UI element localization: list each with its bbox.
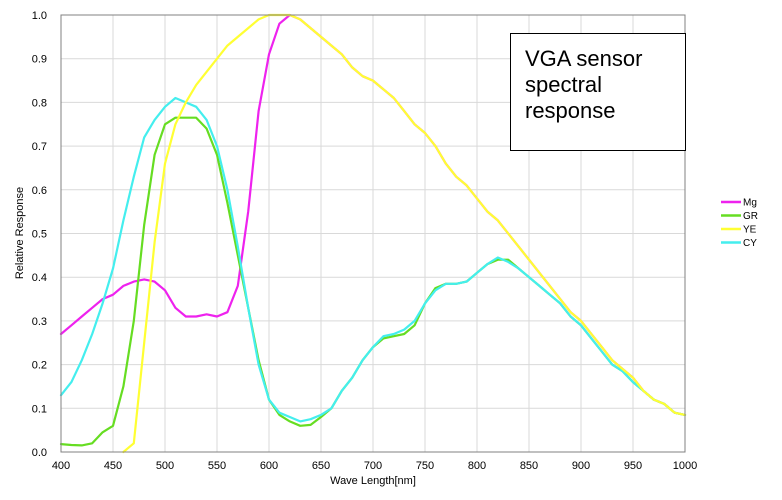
y-tick-label: 0.5	[32, 229, 47, 241]
y-tick-label: 0.6	[32, 185, 47, 197]
legend-label-ye: YE	[743, 225, 757, 236]
series-lines	[59, 13, 687, 454]
y-tick-labels: 0.0 0.1 0.2 0.3 0.4 0.5 0.6 0.7 0.8 0.9 1.0	[32, 10, 47, 459]
y-tick-label: 0.1	[32, 403, 47, 415]
x-tick-label: 850	[520, 460, 538, 472]
x-tick-label: 750	[416, 460, 434, 472]
legend-label-mg: Mg	[743, 198, 757, 209]
legend: Mg GR YE CY	[721, 198, 758, 249]
x-tick-label: 950	[624, 460, 642, 472]
y-tick-label: 0.8	[32, 97, 47, 109]
x-tick-label: 900	[572, 460, 590, 472]
x-tick-label: 500	[156, 460, 174, 472]
x-tick-label: 600	[260, 460, 278, 472]
y-tick-label: 0.7	[32, 141, 47, 153]
x-tick-label: 550	[208, 460, 226, 472]
legend-label-gr: GR	[743, 211, 758, 222]
x-tick-label: 450	[104, 460, 122, 472]
series-line-cy	[59, 96, 687, 423]
series-line-ye	[122, 13, 687, 454]
y-tick-label: 0.2	[32, 360, 47, 372]
x-tick-labels: 400 450 500 550 600 650 700 750 800 850 900 950 1000	[52, 460, 697, 472]
y-tick-label: 1.0	[32, 10, 47, 22]
x-tick-label: 700	[364, 460, 382, 472]
x-tick-label: 1000	[673, 460, 697, 472]
x-axis-title: Wave Length[nm]	[330, 475, 416, 487]
x-tick-label: 650	[312, 460, 330, 472]
legend-label-cy: CY	[743, 238, 757, 249]
x-tick-label: 400	[52, 460, 70, 472]
grid-lines	[60, 14, 686, 453]
plot-frame	[60, 14, 686, 453]
x-tick-label: 800	[468, 460, 486, 472]
y-tick-label: 0.4	[32, 272, 47, 284]
y-tick-label: 0.0	[32, 447, 47, 459]
y-tick-label: 0.9	[32, 54, 47, 66]
y-axis-title: Relative Response	[14, 187, 26, 279]
chart-annotation: VGA sensor spectral response	[510, 33, 686, 151]
y-tick-label: 0.3	[32, 316, 47, 328]
